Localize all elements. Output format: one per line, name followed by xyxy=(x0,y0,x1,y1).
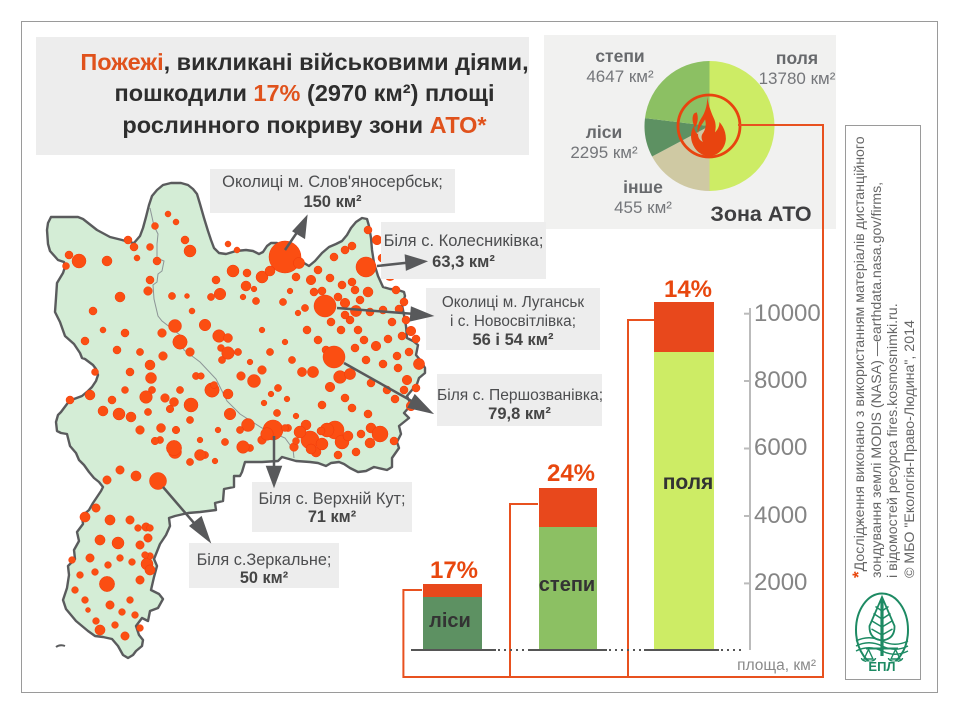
svg-text:ЕПЛ: ЕПЛ xyxy=(868,659,895,674)
